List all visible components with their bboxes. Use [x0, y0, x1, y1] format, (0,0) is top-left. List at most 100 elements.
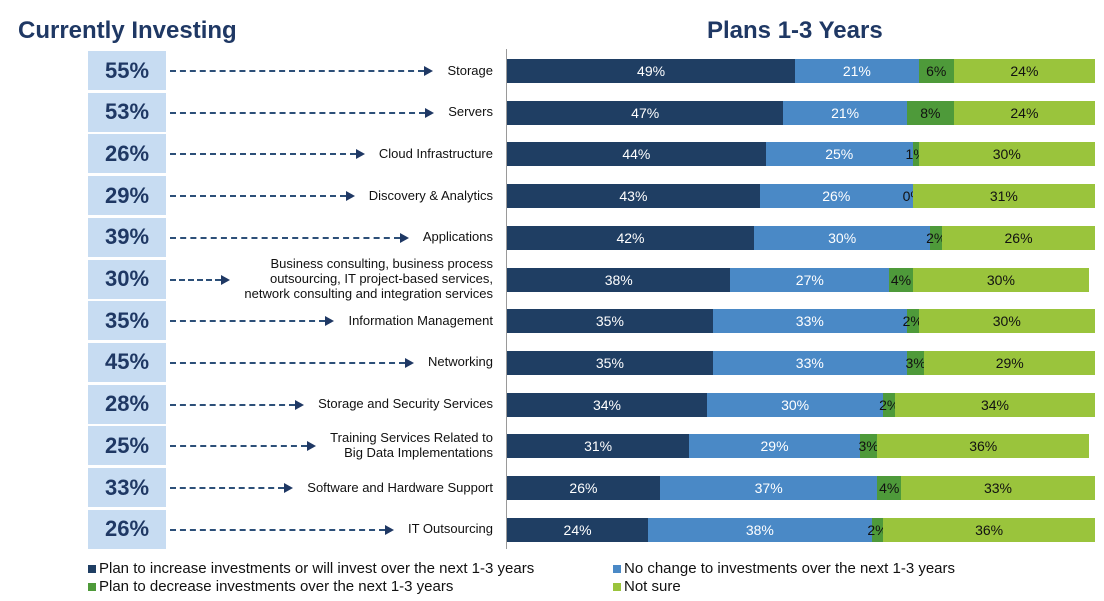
bar-segment: 4%: [889, 267, 913, 292]
arrow-head-icon: [307, 441, 317, 452]
currently-investing-value: 29%: [88, 176, 166, 216]
bar-segment: 33%: [712, 309, 907, 334]
bar-segment: 30%: [753, 225, 931, 250]
legend-swatch: [613, 564, 621, 573]
bar-segment: 30%: [918, 309, 1095, 334]
bar-segment: 37%: [659, 476, 878, 500]
arrow-connector: [170, 153, 356, 156]
category-label: Discovery & Analytics: [368, 187, 493, 203]
category-label: Business consulting, business process out…: [244, 256, 493, 301]
bar-segment: 38%: [507, 267, 731, 292]
bar-segment: 26%: [942, 225, 1095, 250]
arrow-connector: [170, 403, 296, 406]
category-label: Storage: [447, 62, 493, 78]
bar-segment: 2%: [867, 517, 888, 542]
legend-item: Plan to decrease investments over the ne…: [88, 578, 453, 595]
stacked-bar: 44% 25% 1% 30%: [507, 142, 1095, 167]
bar-segment: 3%: [858, 434, 879, 459]
bar-segment: 27%: [730, 267, 890, 292]
bar-segment: 49%: [507, 59, 796, 83]
arrow-head-icon: [355, 149, 365, 160]
category-label: Software and Hardware Support: [307, 479, 493, 495]
stacked-bar: 47% 21% 8% 24%: [507, 100, 1095, 125]
arrow-connector: [170, 70, 425, 72]
bar-segment: 35%: [507, 309, 713, 334]
arrow-connector: [170, 487, 285, 489]
bar-segment: 4%: [877, 476, 901, 500]
stacked-bar: 35% 33% 2% 30%: [507, 309, 1095, 334]
bar-segment: 30%: [918, 142, 1095, 167]
stacked-bar: 24% 38% 2% 36%: [507, 517, 1095, 542]
category-label: Networking: [427, 354, 493, 370]
bar-segment: 2%: [903, 309, 923, 334]
legend-label: Plan to decrease investments over the ne…: [99, 578, 454, 595]
arrow-connector: [170, 320, 326, 323]
category-label: Servers: [448, 104, 493, 120]
arrow-connector: [170, 236, 400, 239]
category-label: Training Services Related to Big Data Imp…: [330, 430, 493, 461]
legend-swatch: [88, 582, 96, 591]
arrow-head-icon: [221, 274, 231, 285]
arrow-connector: [170, 278, 222, 281]
arrow-head-icon: [325, 316, 335, 327]
bar-segment: 31%: [912, 184, 1095, 209]
bar-segment: 29%: [924, 350, 1095, 375]
legend-swatch: [613, 582, 621, 591]
arrow-head-icon: [284, 483, 294, 493]
arrow-connector: [170, 111, 426, 114]
bar-segment: 31%: [507, 434, 690, 459]
category-label: Applications: [422, 229, 493, 245]
bar-segment: 38%: [648, 517, 872, 542]
bar-segment: 24%: [953, 100, 1095, 125]
currently-investing-value: 30%: [88, 259, 166, 299]
arrow-head-icon: [425, 107, 435, 118]
legend-item: Not sure: [613, 578, 681, 595]
arrow-head-icon: [295, 399, 305, 410]
arrow-head-icon: [345, 191, 355, 202]
bar-segment: 2%: [926, 225, 946, 250]
bar-segment: 42%: [507, 225, 754, 250]
currently-investing-value: 26%: [88, 134, 166, 174]
arrow-head-icon: [399, 232, 409, 243]
currently-investing-value: 53%: [88, 92, 166, 132]
bar-segment: 3%: [906, 350, 926, 375]
bar-segment: 8%: [906, 100, 954, 125]
category-label: Cloud Infrastructure: [378, 145, 493, 161]
stacked-bar: 31% 29% 3% 36%: [507, 434, 1090, 459]
stacked-bar: 35% 33% 3% 29%: [507, 350, 1095, 375]
arrow-connector: [170, 195, 346, 198]
bar-segment: 44%: [507, 142, 766, 167]
bar-segment: 26%: [507, 476, 660, 500]
bar-segment: 30%: [912, 267, 1090, 292]
bar-axis-line: [506, 49, 507, 549]
arrow-connector: [170, 445, 308, 448]
legend-item: Plan to increase investments or will inv…: [88, 560, 534, 577]
currently-investing-value: 45%: [88, 342, 166, 382]
stacked-bar: 49% 21% 6% 24%: [507, 59, 1095, 83]
bar-segment: 21%: [795, 59, 919, 83]
legend-swatch: [88, 564, 96, 573]
currently-investing-value: 25%: [88, 426, 166, 466]
bar-segment: 34%: [507, 392, 707, 417]
arrow-head-icon: [384, 524, 394, 535]
bar-segment: 47%: [507, 100, 784, 125]
arrow-head-icon: [404, 357, 414, 368]
bar-segment: 24%: [507, 517, 649, 542]
currently-investing-value: 28%: [88, 384, 166, 424]
bar-segment: 21%: [783, 100, 907, 125]
bar-segment: 36%: [877, 434, 1090, 459]
stacked-bar: 26% 37% 4% 33%: [507, 476, 1095, 500]
stacked-bar: 42% 30% 2% 26%: [507, 225, 1095, 250]
stacked-bar: 38% 27% 4% 30%: [507, 267, 1090, 292]
category-label: Storage and Security Services: [318, 396, 493, 412]
bar-segment: 24%: [953, 59, 1095, 83]
bar-segment: 30%: [706, 392, 884, 417]
bar-segment: 34%: [895, 392, 1095, 417]
bar-segment: 33%: [712, 350, 907, 375]
currently-investing-value: 26%: [88, 509, 166, 549]
bar-segment: 35%: [507, 350, 713, 375]
currently-investing-title: Currently Investing: [18, 17, 237, 44]
bar-segment: 25%: [765, 142, 913, 167]
bar-segment: 33%: [900, 476, 1095, 500]
currently-investing-value: 35%: [88, 301, 166, 341]
